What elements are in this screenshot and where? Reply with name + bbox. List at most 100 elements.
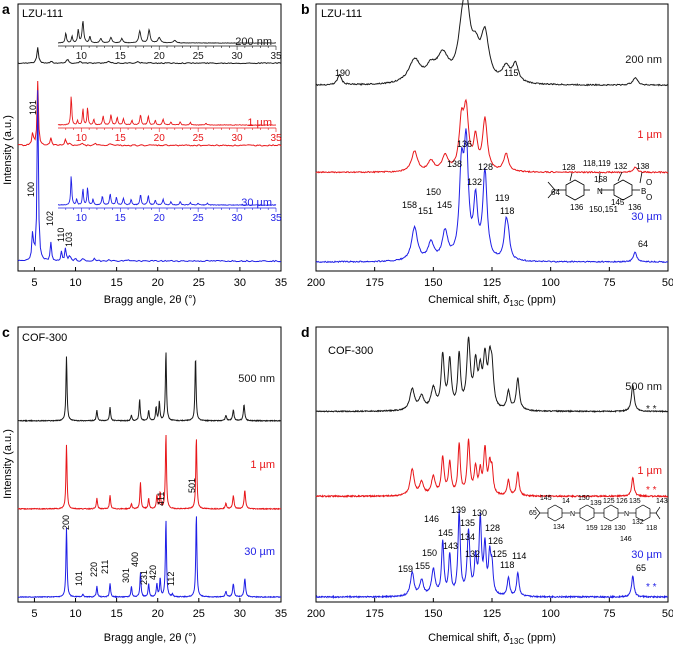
benzene-ring-1 (547, 504, 563, 522)
peak-label-119: 119 (495, 193, 509, 203)
struct-label-128: 128 (562, 163, 576, 172)
peak-label-501: 501 (187, 478, 197, 493)
x-axis-label-main: Chemical shift, (428, 632, 503, 644)
inset-tick-label: 35 (270, 133, 282, 144)
peak-labels: 139 130 146 135 145 128 134 126 150 143 … (398, 505, 646, 574)
struct-label-118-119: 118,119 (583, 159, 611, 168)
struct-label-O2: O (646, 193, 652, 202)
series-group (17, 47, 282, 263)
inset-tick-label: 30 (232, 213, 244, 224)
peak-label-101: 101 (28, 100, 38, 115)
structure-labels: 128 118,119 132 138 158 N B O O 64 136 1… (551, 159, 652, 214)
series-line-30m (315, 510, 669, 600)
x-tick-label: 20 (152, 608, 164, 620)
series-line-200nm (17, 47, 282, 65)
chemical-structure (534, 504, 661, 522)
inset-line (57, 176, 277, 206)
sample-label: LZU-111 (22, 8, 63, 20)
bond (534, 506, 541, 514)
annot-115: 115 (504, 68, 518, 78)
structure-labels: 145 65 134 150 N 139 125 126 135 N 132 1… (529, 495, 668, 543)
series-line-1m (17, 434, 282, 511)
struct-label-128: 128 (600, 525, 612, 532)
peak-label-420: 420 (148, 565, 158, 580)
bond (534, 512, 541, 520)
series-line-30m (17, 516, 282, 599)
inset-tick-label: 35 (270, 213, 282, 224)
insets-group: 10 15 20 25 30 35 10 15 20 25 30 35 10 15 20 25 30 35 (57, 21, 282, 224)
peak-label-118: 118 (500, 560, 514, 570)
series-label-500nm: 500 nm (238, 373, 275, 385)
panel-a: a LZU-111 5 10 15 20 25 30 35 Bragg angle, 2θ … (2, 1, 287, 306)
struct-label-130: 130 (614, 525, 626, 532)
series-label-30um: 30 µm (631, 211, 662, 223)
x-tick-label: 100 (541, 608, 559, 620)
inset-tick-label: 20 (154, 213, 166, 224)
x-ticks: 200 175 150 125 100 75 50 (307, 267, 673, 289)
peak-label-132: 132 (465, 549, 480, 559)
inset-tick-label: 25 (193, 213, 205, 224)
sample-label: COF-300 (22, 332, 67, 344)
panel-c: c COF-300 5 10 15 20 25 30 35 Bragg angle, 2θ … (2, 324, 287, 644)
peak-label-134: 134 (460, 532, 475, 542)
series-group (17, 352, 282, 599)
x-tick-label: 50 (662, 277, 673, 289)
peak-label-146: 146 (424, 514, 439, 524)
x-ticks: 5 10 15 20 25 30 35 (31, 598, 287, 620)
peak-label-112: 112 (166, 572, 176, 586)
peak-label-110: 110 (56, 228, 66, 242)
benzene-ring-right (613, 179, 633, 201)
struct-label-64: 64 (551, 188, 560, 197)
panel-letter: b (301, 1, 310, 17)
arrow (639, 171, 643, 184)
struct-label-159: 159 (586, 525, 598, 532)
struct-label-125: 125 (603, 498, 615, 505)
x-tick-label: 75 (603, 608, 615, 620)
peak-label-211: 211 (100, 560, 110, 574)
struct-label-150-151: 150,151 (589, 205, 618, 214)
arrow (598, 172, 601, 184)
y-axis-label: Intensity (a.u.) (2, 429, 14, 499)
x-ticks: 5 10 15 20 25 30 35 (31, 267, 287, 289)
panel-letter: c (2, 324, 10, 340)
x-tick-label: 100 (541, 277, 559, 289)
x-axis-label: Bragg angle, 2θ (°) (104, 632, 196, 644)
struct-label-N: N (597, 187, 603, 196)
x-tick-label: 10 (69, 608, 81, 620)
peak-label-100: 100 (26, 182, 36, 197)
x-axis-label: Chemical shift, δ13C (ppm) (428, 294, 556, 308)
peak-label-150: 150 (422, 548, 437, 558)
struct-label-132: 132 (632, 519, 644, 526)
x-tick-label: 25 (193, 608, 205, 620)
plot-frame (17, 326, 282, 603)
series-line-1m (315, 438, 669, 499)
x-tick-label: 50 (662, 608, 673, 620)
x-tick-label: 75 (603, 277, 615, 289)
inset-tick-label: 25 (193, 51, 205, 62)
inset-tick-label: 15 (115, 213, 127, 224)
series-labels: 200 nm 1 µm 30 µm (235, 36, 272, 209)
x-tick-label: 150 (424, 277, 442, 289)
peak-label-150: 150 (426, 187, 441, 197)
peak-label-130: 130 (472, 508, 487, 518)
series-label-1um: 1 µm (637, 465, 662, 477)
inset-tick-label: 25 (193, 133, 205, 144)
peak-label-125: 125 (492, 549, 507, 559)
plot-frame (315, 3, 669, 272)
benzene-ring-4 (635, 504, 651, 522)
x-tick-label: 125 (483, 608, 501, 620)
arrow (569, 172, 573, 182)
struct-label-O1: O (646, 178, 652, 187)
struct-label-136a: 136 (570, 203, 584, 212)
inset-tick-label: 30 (232, 133, 244, 144)
series-group (315, 0, 669, 264)
x-tick-label: 25 (193, 277, 205, 289)
x-axis-label: Chemical shift, δ13C (ppm) (428, 632, 556, 646)
benzene-ring-left (565, 179, 585, 201)
x-tick-label: 10 (69, 277, 81, 289)
x-tick-label: 5 (31, 608, 37, 620)
struct-label-145: 145 (540, 495, 552, 502)
x-tick-label: 15 (111, 608, 123, 620)
series-line-1m (17, 81, 282, 147)
